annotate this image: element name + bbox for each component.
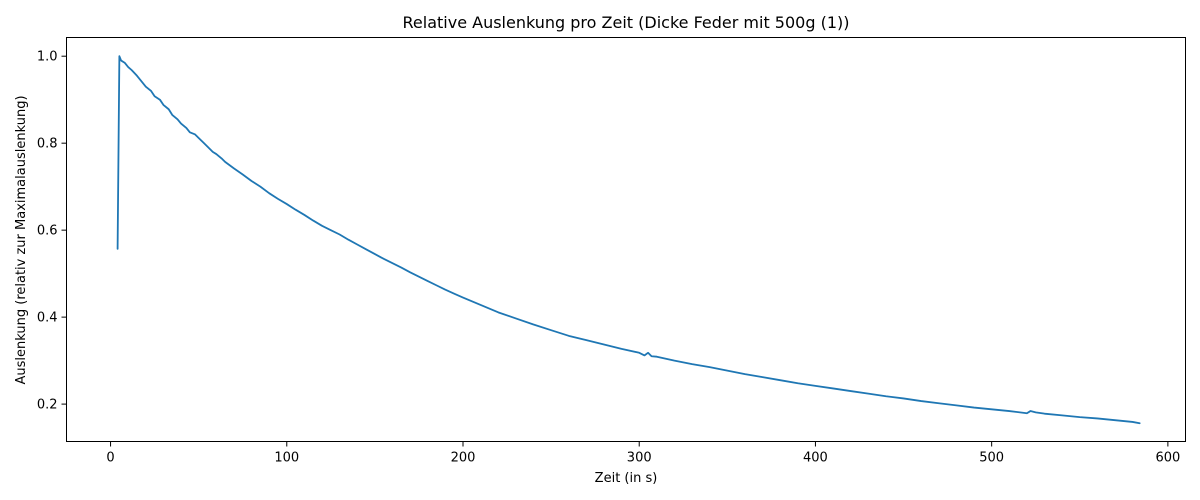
y-tick-label: 0.6 (37, 224, 58, 239)
y-tick-label: 1.0 (37, 50, 58, 65)
x-tick-label: 500 (979, 451, 1004, 466)
x-tick-label: 200 (451, 451, 476, 466)
x-axis: 0 100 200 300 400 500 600 (106, 441, 1180, 466)
x-tick-label: 0 (106, 451, 114, 466)
y-axis: 0.2 0.4 0.6 0.8 1.0 (37, 50, 67, 413)
y-tick-label: 0.4 (37, 311, 58, 326)
x-axis-label: Zeit (in s) (595, 471, 658, 486)
x-tick-label: 600 (1155, 451, 1180, 466)
x-tick-label: 100 (274, 451, 299, 466)
y-axis-label: Auslenkung (relativ zur Maximalauslenkun… (14, 95, 29, 384)
y-tick-label: 0.8 (37, 137, 58, 152)
series-group (116, 55, 1141, 425)
series-line (116, 55, 1141, 425)
y-tick-label: 0.2 (37, 398, 58, 413)
x-tick-label: 300 (627, 451, 652, 466)
chart-title: Relative Auslenkung pro Zeit (Dicke Fede… (403, 13, 850, 32)
x-tick-label: 400 (803, 451, 828, 466)
plot-area-frame (66, 37, 1186, 442)
